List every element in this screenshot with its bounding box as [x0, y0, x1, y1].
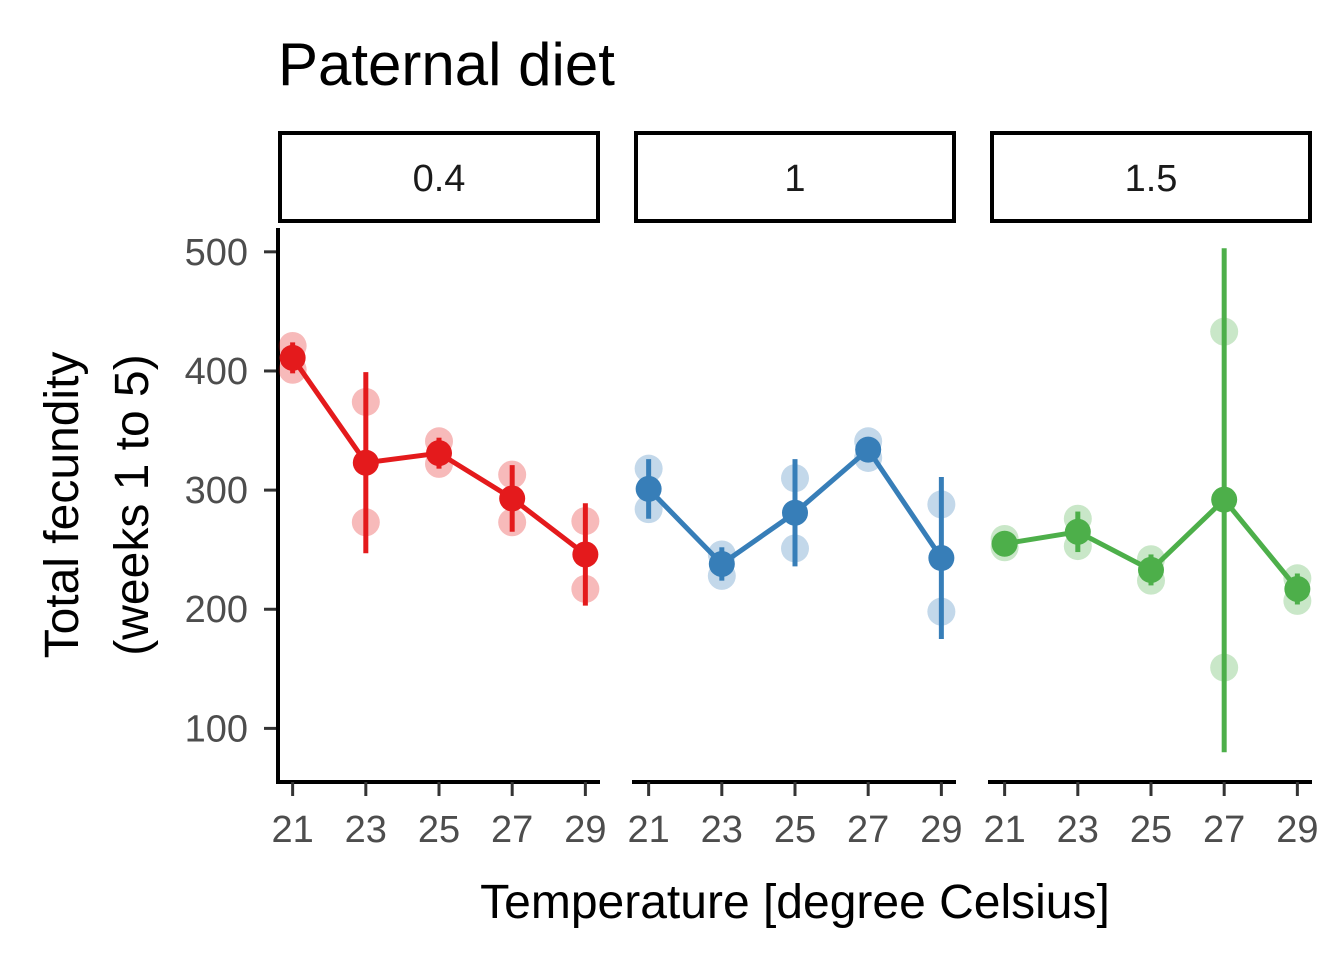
mean-point — [1064, 518, 1091, 545]
x-tick-label: 25 — [1130, 809, 1172, 851]
mean-point — [708, 550, 735, 577]
x-tick-label: 29 — [920, 809, 962, 851]
mean-point — [279, 344, 306, 371]
mean-point — [1284, 575, 1311, 602]
y-axis-title-line-2: (weeks 1 to 5) — [106, 354, 159, 655]
panels: 0.4 21 23 25 27 29 1 21 23 25 27 29 1.5 21 23 25 27 29 — [271, 131, 1319, 851]
mean-point — [782, 499, 808, 526]
x-axis-title: Temperature [degree Celsius] — [480, 876, 1110, 929]
mean-point — [572, 541, 599, 568]
y-axis: 100 200 300 400 500 — [185, 232, 278, 750]
mean-point — [499, 485, 526, 512]
x-tick-label: 27 — [491, 809, 533, 851]
x-tick-label: 23 — [1057, 809, 1099, 851]
x-tick-label: 29 — [1276, 809, 1318, 851]
y-tick-label: 300 — [185, 470, 248, 512]
facet-strip — [278, 131, 600, 223]
facet-strip-label: 1.5 — [1125, 158, 1178, 200]
y-tick-label: 100 — [185, 708, 248, 750]
x-tick-label: 21 — [271, 809, 313, 851]
x-tick-label: 27 — [1203, 809, 1245, 851]
x-tick-label: 27 — [847, 809, 889, 851]
y-axis-title-line-1: Total fecundity — [36, 352, 89, 659]
facet-panel: 1.5 21 23 25 27 29 — [983, 131, 1319, 851]
mean-point — [352, 449, 379, 476]
mean-point — [635, 475, 662, 502]
x-tick-label: 23 — [701, 809, 743, 851]
x-tick-label: 23 — [345, 809, 387, 851]
x-tick-label: 25 — [774, 809, 816, 851]
facet-strip — [634, 131, 956, 223]
y-tick-label: 400 — [185, 351, 248, 393]
facet-strip-label: 0.4 — [413, 158, 466, 200]
facet-strip-label: 1 — [784, 158, 805, 200]
x-tick-label: 21 — [983, 809, 1025, 851]
mean-point — [1138, 556, 1164, 583]
mean-point — [426, 440, 452, 467]
y-tick-label: 200 — [185, 589, 248, 631]
x-tick-label: 21 — [627, 809, 669, 851]
chart-title: Paternal diet — [278, 31, 615, 98]
mean-point — [991, 530, 1018, 557]
x-tick-label: 25 — [418, 809, 460, 851]
facet-panel: 1 21 23 25 27 29 — [627, 131, 963, 851]
y-axis-title: Total fecundity (weeks 1 to 5) — [36, 352, 159, 659]
mean-point — [855, 436, 882, 463]
y-tick-label: 500 — [185, 232, 248, 274]
mean-point — [1211, 486, 1238, 513]
facet-panel: 0.4 21 23 25 27 29 — [271, 131, 607, 851]
facet-strip — [990, 131, 1312, 223]
mean-point — [928, 545, 955, 572]
x-tick-label: 29 — [564, 809, 606, 851]
